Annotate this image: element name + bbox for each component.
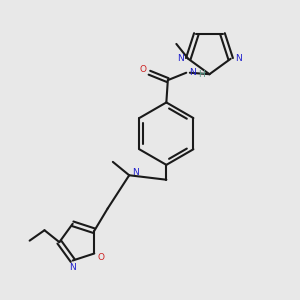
Text: N: N <box>189 68 196 77</box>
Text: N: N <box>132 168 139 177</box>
Text: N: N <box>235 54 242 63</box>
Text: O: O <box>97 254 104 262</box>
Text: N: N <box>69 262 76 272</box>
Text: O: O <box>140 65 147 74</box>
Text: H: H <box>198 70 205 79</box>
Text: N: N <box>177 54 184 63</box>
